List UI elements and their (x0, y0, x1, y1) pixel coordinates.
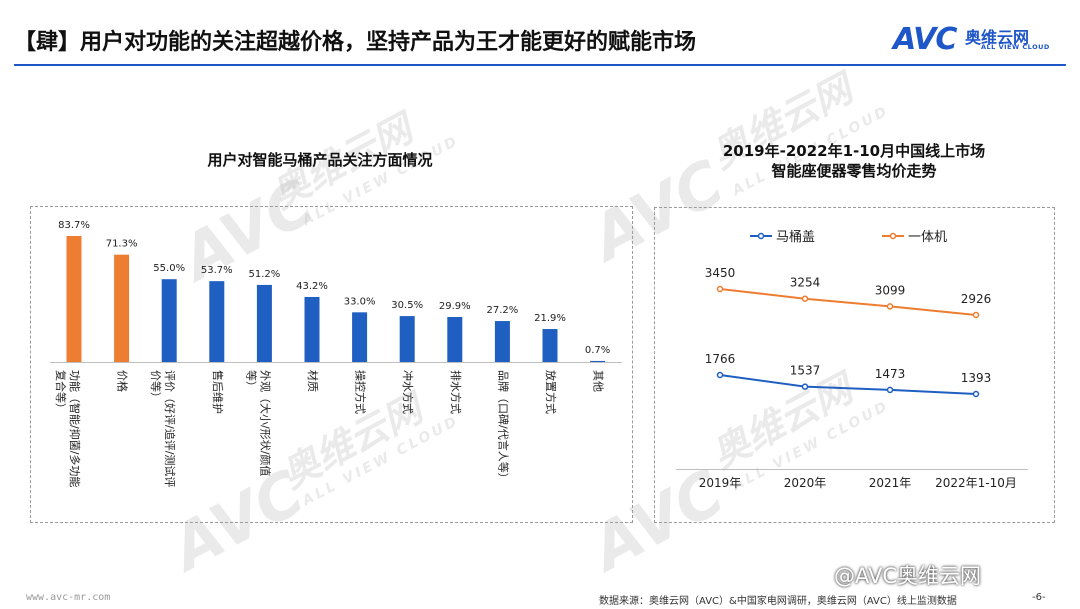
line-chart-title-line2: 智能座便器零售均价走势 (771, 162, 937, 180)
bar-chart-title: 用户对智能马桶产品关注方面情况 (207, 151, 433, 169)
logo-chinese-name: 奥维云网 (965, 28, 1030, 47)
bar-chart-panel (30, 206, 633, 523)
header-rule (14, 64, 1066, 66)
line-chart-title-line1: 2019年-2022年1-10月中国线上市场 (722, 142, 986, 160)
avc-logo: AVC 奥维云网 ALL VIEW CLOUD (893, 22, 1063, 58)
page-number: -6- (1032, 592, 1046, 603)
credit-watermark: @AVC奥维云网 (834, 564, 982, 588)
page-title: 【肆】用户对功能的关注超越价格，坚持产品为王才能更好的赋能市场 (14, 30, 697, 55)
data-source-note: 数据来源：奥维云网（AVC）&中国家电网调研，奥维云网（AVC）线上监测数据 (599, 596, 957, 607)
logo-wordmark: AVC (893, 22, 957, 57)
logo-english-name: ALL VIEW CLOUD (981, 43, 1050, 51)
website-url[interactable]: www.avc-mr.com (26, 592, 111, 603)
line-chart-panel (654, 207, 1055, 523)
line-chart-title: 2019年-2022年1-10月中国线上市场 智能座便器零售均价走势 (654, 141, 1054, 181)
